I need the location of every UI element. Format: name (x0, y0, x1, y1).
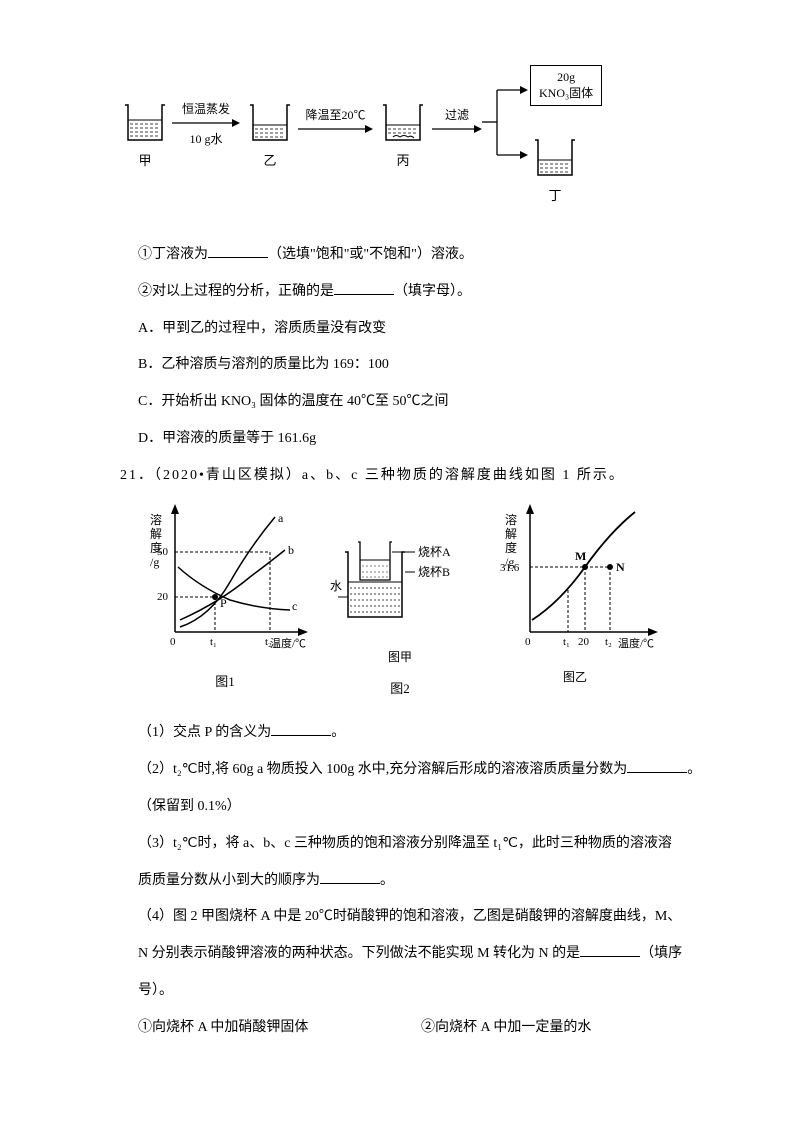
question-21: 21．（2020•青山区模拟）a、b、c 三种物质的溶解度曲线如图 1 所示。 (120, 461, 704, 492)
circle2-text: ②对以上过程的分析，正确的是 (138, 284, 334, 299)
blank (208, 244, 268, 258)
svg-text:c: c (292, 599, 297, 613)
circle1-suffix: （选填"饱和"或"不饱和"）溶液。 (268, 247, 473, 262)
svg-text:t₂: t₂ (265, 636, 272, 648)
q1: （1）交点 P 的含义为 。 (120, 718, 704, 749)
svg-text:t₁: t₁ (210, 636, 217, 648)
chart2-right: 溶 解 度 /g 温度/℃ M 31.6 N 0 t₁ 20 t₂ (490, 502, 660, 704)
box-line1: 20g (539, 70, 593, 86)
line-circle1: ①丁溶液为 （选填"饱和"或"不饱和"）溶液。 (120, 240, 704, 271)
arrow3-text: 过滤 (432, 108, 482, 122)
beaker-label: 乙 (245, 147, 295, 176)
svg-text:溶: 溶 (150, 512, 162, 527)
line-circle2: ②对以上过程的分析，正确的是 （填字母）。 (120, 277, 704, 308)
chart2-caption: 图2 (330, 675, 470, 704)
svg-text:0: 0 (525, 636, 531, 648)
q3b: 质质量分数从小到大的顺序为 。 (120, 866, 704, 897)
option-d: D．甲溶液的质量等于 161.6g (120, 424, 704, 455)
svg-text:0: 0 (170, 636, 176, 648)
svg-text:50: 50 (157, 546, 169, 558)
beaker-ding: 丁 (530, 135, 580, 211)
beaker-nested-svg: 烧杯A 烧杯B 水 (330, 532, 470, 632)
opt-c2: ②向烧杯 A 中加一定量的水 (421, 1013, 704, 1044)
circle2-suffix: （填字母）。 (394, 284, 471, 299)
arrow3-label: 过滤 (432, 108, 482, 137)
chart2-svg: 溶 解 度 /g 温度/℃ M 31.6 N 0 t₁ 20 t₂ (490, 502, 660, 652)
svg-text:烧杯B: 烧杯B (418, 565, 450, 579)
svg-text:水: 水 (330, 579, 342, 593)
chart1: 溶 解 度 /g 温度/℃ 50 20 0 t₁ t₂ a b c P (140, 502, 310, 704)
beaker-jia: 甲 (120, 100, 170, 176)
q4b: N 分别表示硝酸钾溶液的两种状态。下列做法不能实现 M 转化为 N 的是 （填序 (120, 939, 704, 970)
p4b-text: N 分别表示硝酸钾溶液的两种状态。下列做法不能实现 M 转化为 N 的是 (138, 946, 580, 961)
beaker-icon (530, 135, 580, 180)
q3: （3）t₂℃时，将 a、b、c 三种物质的饱和溶液分别降温至 t₁℃，此时三种物… (120, 829, 704, 860)
q4c: 号）。 (120, 976, 704, 1007)
svg-text:31.6: 31.6 (500, 562, 520, 574)
q4: （4）图 2 甲图烧杯 A 中是 20℃时硝酸钾的饱和溶液，乙图是硝酸钾的溶解度… (120, 902, 704, 933)
p3b-text: 质质量分数从小到大的顺序为 (138, 873, 320, 888)
svg-text:烧杯A: 烧杯A (418, 545, 451, 559)
options-row: ①向烧杯 A 中加硝酸钾固体 ②向烧杯 A 中加一定量的水 (120, 1013, 704, 1044)
arrow1-bottom: 10 g水 (172, 131, 240, 146)
svg-text:溶: 溶 (505, 512, 517, 527)
charts-row: 溶 解 度 /g 温度/℃ 50 20 0 t₁ t₂ a b c P (120, 502, 704, 704)
blank (334, 281, 394, 295)
svg-text:b: b (288, 543, 294, 557)
svg-text:温度/℃: 温度/℃ (270, 636, 306, 650)
box-line2: KNO₃固体 (539, 86, 593, 102)
chart1-svg: 溶 解 度 /g 温度/℃ 50 20 0 t₁ t₂ a b c P (140, 502, 310, 652)
svg-text:N: N (616, 560, 625, 574)
svg-text:a: a (278, 511, 284, 525)
beaker-bing: 丙 (378, 100, 428, 176)
p1-text: （1）交点 P 的含义为 (138, 725, 271, 740)
svg-text:t₁: t₁ (563, 636, 570, 648)
beaker-label: 丁 (530, 182, 580, 211)
beaker-yi: 乙 (245, 100, 295, 176)
svg-text:度: 度 (505, 540, 517, 555)
arrow2-label: 降温至20℃ (298, 108, 373, 137)
beaker-label: 丙 (378, 147, 428, 176)
option-c: C．开始析出 KNO₃ 固体的温度在 40℃至 50℃之间 (120, 387, 704, 418)
svg-text:M: M (575, 549, 586, 563)
option-a: A．甲到乙的过程中，溶质质量没有改变 (120, 314, 704, 345)
svg-text:20: 20 (157, 591, 169, 603)
arrow1-top: 恒温蒸发 (172, 102, 240, 116)
circle1-text: ①丁溶液为 (138, 247, 208, 262)
q2: （2）t₂℃时,将 60g a 物质投入 100g 水中,充分溶解后形成的溶液溶… (120, 755, 704, 786)
p2-text: （2）t₂℃时,将 60g a 物质投入 100g 水中,充分溶解后形成的溶液溶… (138, 762, 627, 777)
svg-text:P: P (220, 596, 227, 610)
blank (580, 943, 640, 957)
beaker-icon (120, 100, 170, 145)
solid-box: 20g KNO₃固体 (530, 65, 602, 106)
chart2-mid: 烧杯A 烧杯B 水 图甲 图2 (330, 502, 470, 704)
blank (320, 870, 380, 884)
beaker-icon (378, 100, 428, 145)
svg-text:温度/℃: 温度/℃ (618, 636, 654, 650)
svg-text:解: 解 (150, 527, 162, 541)
option-b: B．乙种溶质与溶剂的质量比为 169：100 (120, 350, 704, 381)
q2b: （保留到 0.1%） (120, 792, 704, 823)
opt-c1: ①向烧杯 A 中加硝酸钾固体 (138, 1013, 421, 1044)
blank (271, 722, 331, 736)
chart2-mid-sub: 图甲 (330, 644, 470, 670)
arrow1-label: 恒温蒸发 10 g水 (172, 102, 240, 146)
svg-text:t₂: t₂ (605, 636, 612, 648)
arrow2-text: 降温至20℃ (298, 108, 373, 122)
branch-lines (482, 80, 532, 170)
blank (627, 759, 687, 773)
svg-text:解: 解 (505, 527, 517, 541)
process-diagram: 甲 恒温蒸发 10 g水 乙 降温至20℃ 丙 过滤 (120, 60, 704, 210)
chart2-right-sub: 图乙 (490, 664, 660, 690)
svg-text:20: 20 (578, 636, 590, 648)
p1-suffix: 。 (331, 725, 345, 740)
chart1-caption: 图1 (140, 668, 310, 697)
p4b-suffix: （填序 (640, 946, 682, 961)
p3b-suffix: 。 (380, 873, 394, 888)
beaker-icon (245, 100, 295, 145)
p2-suffix: 。 (687, 762, 701, 777)
beaker-label: 甲 (120, 147, 170, 176)
